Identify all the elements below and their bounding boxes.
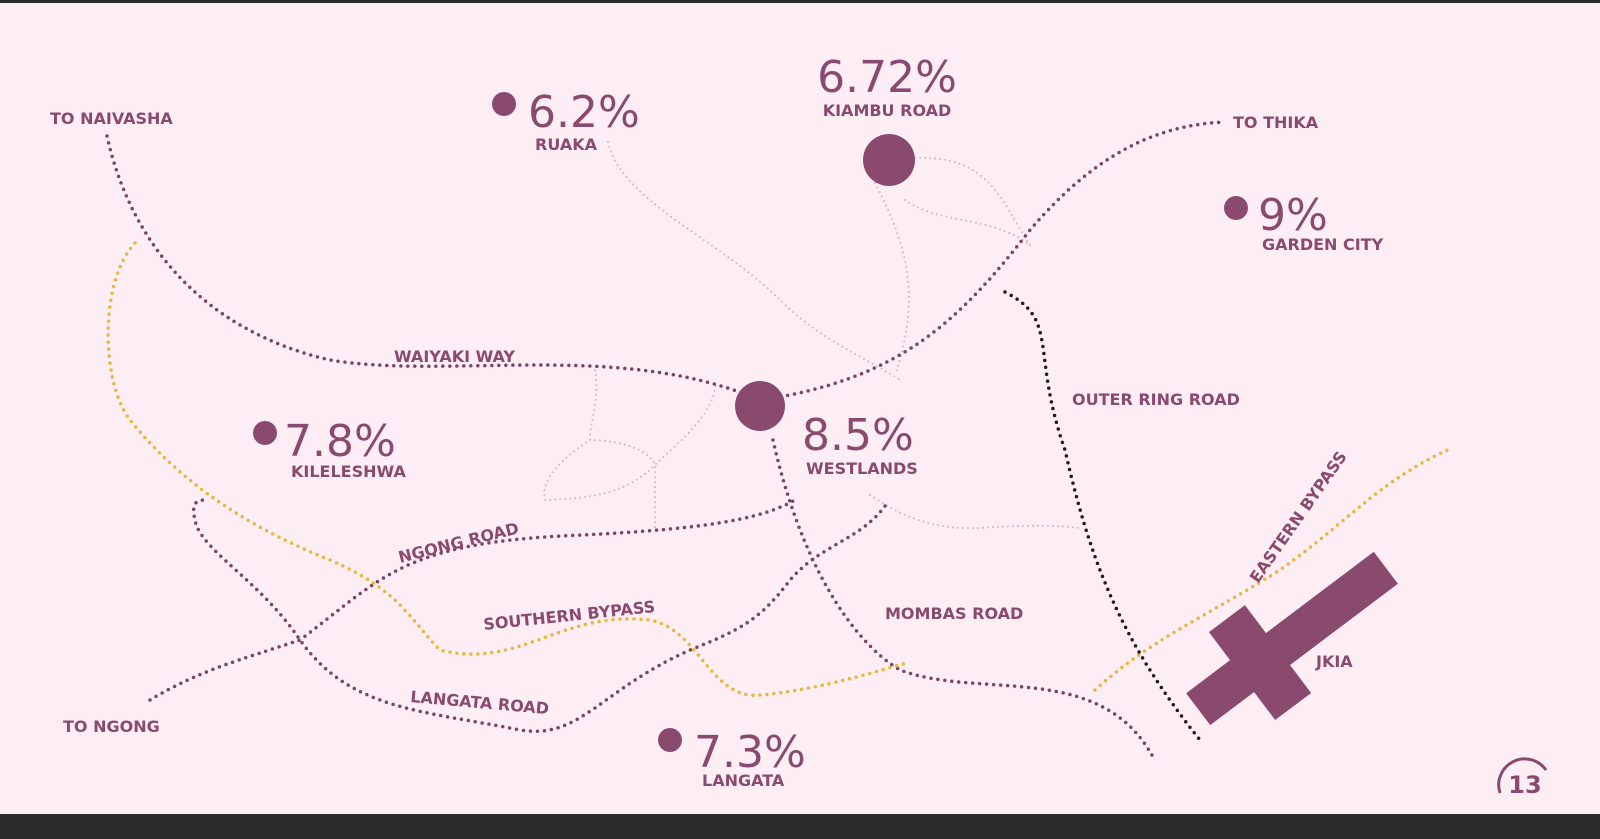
minor-road [874, 182, 910, 376]
minor-road [543, 369, 717, 531]
road-southern-bypass [106, 241, 1454, 697]
road-label: JKIA [1315, 652, 1353, 671]
runway [1186, 551, 1398, 726]
road-label: TO NGONG [63, 717, 160, 736]
terminal [1208, 605, 1312, 721]
location-value: 9% [1258, 190, 1328, 241]
road-thika [758, 120, 1227, 402]
location-dot [1224, 196, 1248, 220]
location-dot [492, 92, 516, 116]
road-label: OUTER RING ROAD [1072, 390, 1240, 409]
location-value: 8.5% [802, 410, 914, 461]
location-value: 6.72% [817, 52, 957, 103]
location-value: 7.3% [694, 727, 806, 778]
location-value: 7.8% [284, 416, 396, 467]
road-waiyaki-way [105, 134, 762, 402]
road-label: TO NAIVASHA [50, 109, 173, 128]
location-name: RUAKA [535, 135, 598, 154]
location-dot [253, 421, 277, 445]
location-name: KIAMBU ROAD [823, 101, 952, 120]
location-name: LANGATA [702, 771, 785, 790]
road-outer-ring [1003, 290, 1202, 742]
road-label: TO THIKA [1233, 113, 1319, 132]
location-dot [863, 134, 915, 186]
road-ngong [148, 498, 797, 702]
minor-roads [543, 141, 1081, 531]
road-label: MOMBAS ROAD [885, 604, 1023, 623]
road-label: WAIYAKI WAY [394, 347, 515, 366]
minor-road [904, 156, 1031, 246]
jkia-icon [1186, 551, 1398, 726]
location-name: WESTLANDS [806, 459, 918, 478]
road-mombasa [771, 438, 1155, 759]
page-number-arc [1497, 757, 1548, 794]
slide [0, 3, 1600, 814]
location-value: 6.2% [528, 87, 640, 138]
page-number: 13 [1508, 771, 1541, 799]
minor-road [607, 141, 901, 381]
location-name: GARDEN CITY [1262, 235, 1384, 254]
location-name: KILELESHWA [291, 462, 406, 481]
road-langata [192, 498, 887, 733]
location-dot [658, 728, 682, 752]
location-dot [735, 381, 785, 431]
